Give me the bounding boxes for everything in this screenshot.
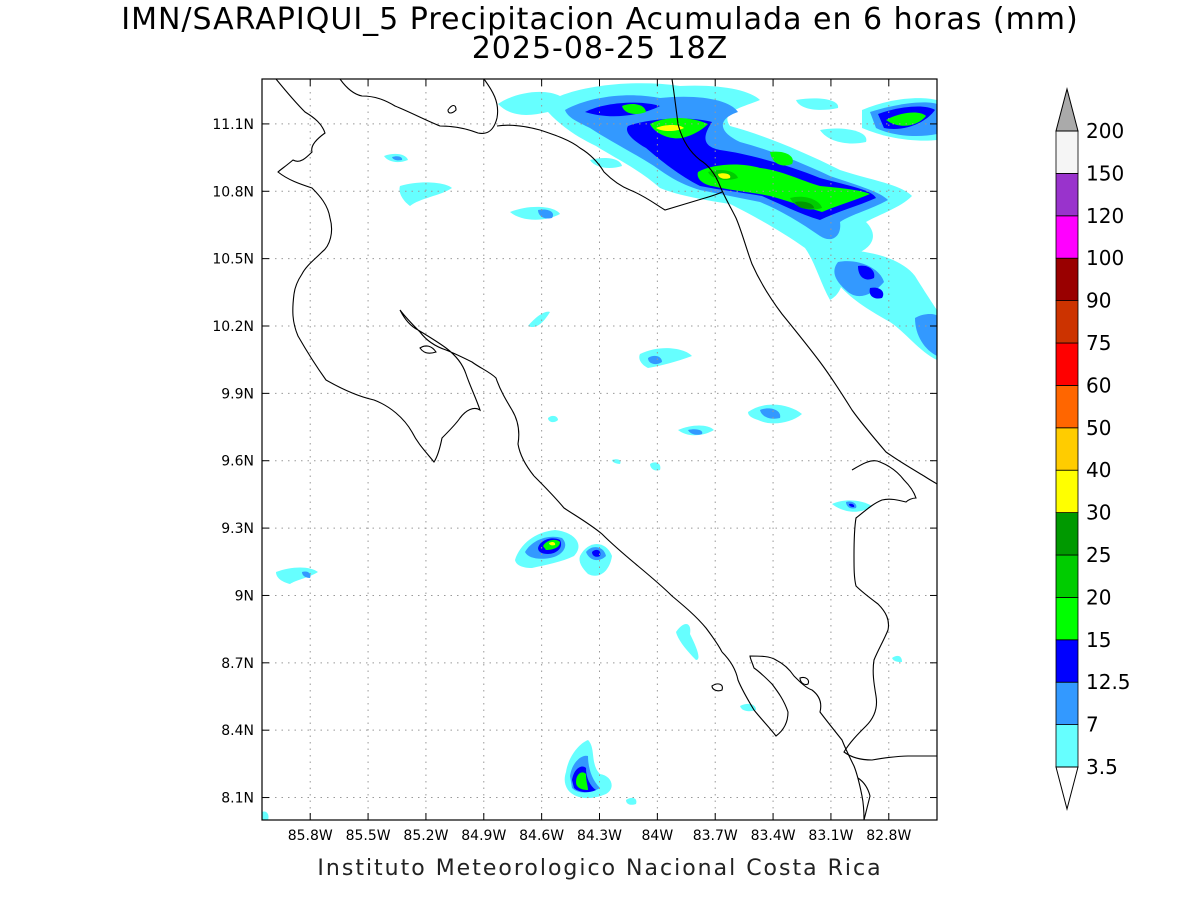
lat-tick-label: 9N	[235, 588, 254, 604]
lat-tick-label: 8.1N	[221, 791, 254, 807]
lat-tick-label: 9.3N	[221, 521, 254, 537]
colorbar-max-arrow	[1055, 87, 1079, 132]
colorbar-label: 25	[1086, 543, 1111, 567]
border-east	[496, 124, 723, 211]
colorbar-label: 120	[1086, 204, 1124, 228]
nicaragua-costa-rica-border	[339, 79, 499, 134]
precip-band-north	[498, 83, 937, 360]
colorbar-label: 20	[1086, 585, 1111, 609]
lat-tick-label: 10.2N	[212, 319, 254, 335]
colorbar-label: 40	[1086, 458, 1111, 482]
footer-credit: Instituto Meteorologico Nacional Costa R…	[317, 856, 883, 881]
colorbar-swatch	[1055, 172, 1079, 217]
precipitation-field	[262, 83, 937, 820]
lon-tick-label: 85.5W	[346, 828, 391, 844]
colorbar-swatch	[1055, 512, 1079, 556]
colorbar-swatch	[1055, 384, 1079, 429]
pacific-coast-central	[533, 475, 723, 653]
colorbar-swatch	[1055, 427, 1079, 471]
coast-detail-1	[711, 683, 723, 692]
nicaragua-coast	[275, 79, 333, 295]
osa-peninsula	[857, 777, 871, 820]
border-north-river	[671, 79, 937, 485]
colorbar-swatch	[1055, 681, 1079, 726]
colorbar-label: 7	[1086, 713, 1099, 737]
colorbar-label: 3.5	[1086, 755, 1118, 779]
coast-detail-2	[799, 676, 810, 686]
lon-tick-label: 83.4W	[751, 828, 796, 844]
lat-tick-label: 8.7N	[221, 656, 254, 672]
colorbar-swatch	[1055, 257, 1079, 302]
colorbar-label: 30	[1086, 501, 1111, 525]
lat-tick-label: 11.1N	[212, 117, 254, 133]
lat-tick-label: 10.8N	[212, 184, 254, 200]
colorbar-label: 200	[1086, 119, 1124, 143]
colorbar-label: 15	[1086, 628, 1111, 652]
colorbar-label: 50	[1086, 416, 1111, 440]
lon-tick-label: 83.7W	[693, 828, 738, 844]
lon-tick-label: 83.1W	[808, 828, 853, 844]
map-title: IMN/SARAPIQUI_5 Precipitacion Acumulada …	[121, 2, 1079, 37]
colorbar-min-arrow	[1055, 766, 1079, 811]
colorbar-legend: 3.5 7 12.5 15 20 25 30 40 50 60 75 90 100 120 150 200	[1055, 87, 1131, 811]
lon-tick-label: 85.2W	[403, 828, 448, 844]
latitude-axis: 8.1N 8.4N 8.7N 9N 9.3N 9.6N 9.9N 10.2N 10.5N 10.8…	[212, 117, 937, 807]
colorbar-swatch	[1055, 342, 1079, 386]
colorbar-swatch	[1055, 554, 1079, 598]
lon-tick-label: 85.8W	[288, 828, 333, 844]
colorbar-swatch	[1055, 639, 1079, 683]
colorbar-label: 75	[1086, 331, 1111, 355]
colorbar-label: 150	[1086, 161, 1124, 185]
lon-tick-label: 84.9W	[461, 828, 506, 844]
nicoya-island	[419, 345, 437, 354]
small-island-north	[447, 104, 457, 114]
pacific-coast-south	[721, 651, 865, 820]
lat-tick-label: 9.6N	[221, 454, 254, 470]
coastlines	[275, 79, 937, 820]
colorbar-swatch	[1055, 724, 1079, 768]
colorbar-swatch	[1055, 469, 1079, 514]
pacific-coast-north	[292, 293, 535, 477]
lon-tick-label: 82.8W	[866, 828, 911, 844]
lon-tick-label: 84.6W	[519, 828, 564, 844]
colorbar-swatch	[1055, 597, 1079, 641]
colorbar-swatch	[1055, 130, 1079, 174]
lon-tick-label: 84W	[642, 828, 674, 844]
precip-cells	[262, 153, 902, 820]
panama-border	[843, 460, 937, 761]
lon-tick-label: 84.3W	[577, 828, 622, 844]
map-date: 2025-08-25 18Z	[471, 31, 729, 66]
lat-tick-label: 10.5N	[212, 252, 254, 268]
colorbar-label: 60	[1086, 373, 1111, 397]
lat-tick-label: 8.4N	[221, 723, 254, 739]
colorbar-label: 12.5	[1086, 670, 1131, 694]
lat-tick-label: 9.9N	[221, 386, 254, 402]
colorbar-label: 90	[1086, 289, 1111, 313]
colorbar-swatch	[1055, 215, 1079, 259]
longitude-axis: 85.8W 85.5W 85.2W 84.9W 84.6W 84.3W 84W 83.7W 83…	[288, 79, 911, 844]
colorbar-label: 100	[1086, 246, 1124, 270]
graticule	[262, 79, 937, 820]
colorbar-swatch	[1055, 300, 1079, 344]
